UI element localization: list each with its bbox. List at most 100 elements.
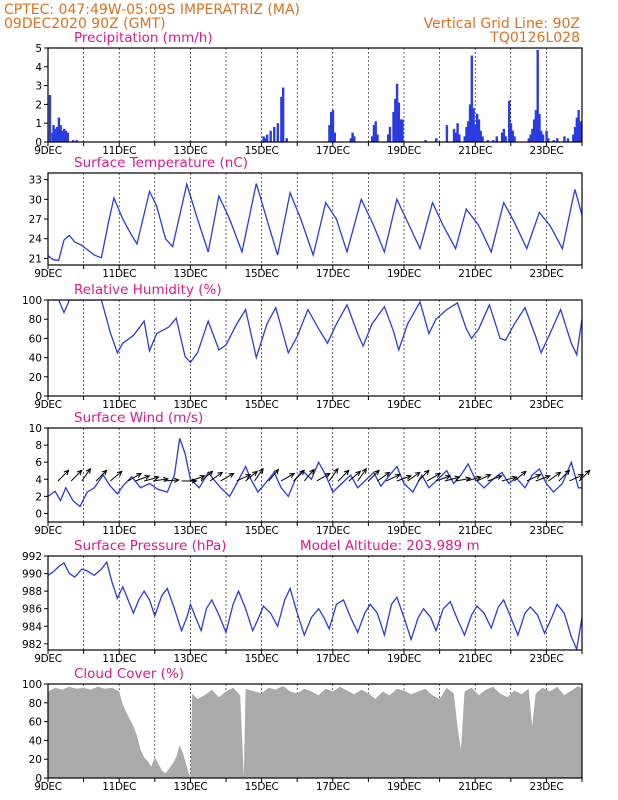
precip-bar [386,134,390,142]
wind-arrow [357,467,367,482]
precip-bar [545,130,548,142]
grid-line-note: Vertical Grid Line: 90Z [424,16,580,32]
y-tick-label: 986 [22,604,42,616]
y-tick-label: 100 [22,679,42,691]
wind-arrow [348,470,362,482]
x-tick-label: 11DEC [102,525,136,537]
precip-bar [328,125,331,142]
precip-bar [353,136,356,142]
precip-bar [372,125,376,142]
y-tick-label: 982 [22,639,42,651]
x-tick-label: 9DEC [34,145,62,157]
x-tick-label: 23DEC [529,653,563,665]
precip-bar [55,126,59,142]
y-tick-label: 21 [29,253,42,265]
x-tick-label: 9DEC [34,268,62,280]
precip-bar [527,138,530,142]
wind-arrow [236,474,252,482]
temperature-frame [47,172,583,266]
wind-arrow [547,471,562,482]
wind-arrow [143,475,160,482]
precip-bar [547,138,550,142]
x-tick-label: 23DEC [529,399,563,411]
wind-arrow [209,471,224,482]
x-tick-label: 19DEC [387,781,421,793]
x-tick-label: 15DEC [245,399,279,411]
pressure-line [48,560,582,650]
precip-bar [577,110,580,142]
wind-arrow [200,470,214,482]
wind-arrow [190,474,206,482]
x-tick-label: 9DEC [34,525,62,537]
x-tick-label: 15DEC [245,525,279,537]
precip-bar [276,123,280,142]
precip-bar [374,121,377,142]
x-tick-label: 9DEC [34,653,62,665]
x-tick-label: 19DEC [387,145,421,157]
x-tick-label: 21DEC [458,145,492,157]
x-tick-label: 21DEC [458,399,492,411]
y-tick-label: 0 [35,773,42,785]
precip-bar [392,111,395,142]
x-tick-label: 11DEC [102,399,136,411]
precip-bar [529,134,532,142]
wind-arrow [316,472,331,482]
precip-bar [481,136,484,142]
x-tick-label: 23DEC [529,145,563,157]
x-tick-label: 21DEC [458,781,492,793]
precip-bar [269,130,272,142]
precip-bar [424,140,427,142]
precip-bar [509,123,513,142]
y-tick-label: 60 [29,333,42,345]
precip-bar [262,136,265,142]
y-tick-label: 33 [29,175,42,187]
wind-arrow [377,471,391,482]
precip-bar [495,136,498,142]
precip-bar [467,121,470,142]
wind-line [48,438,582,508]
y-tick-label: 0 [35,137,42,149]
x-tick-label: 19DEC [387,268,421,280]
precip-bar [474,125,477,142]
precip-bar [349,138,352,142]
wind-arrow [444,475,461,482]
wind-arrow [127,472,143,482]
y-tick-label: 100 [22,295,42,307]
precip-bar [566,138,570,142]
precip-bar [477,119,481,142]
x-tick-label: 15DEC [245,145,279,157]
wind-arrow [466,475,482,482]
y-tick-label: 0 [35,508,42,520]
x-tick-label: 17DEC [316,525,350,537]
wind-arrow [368,469,380,482]
precip-bar [541,134,545,142]
precip-bar [401,119,404,142]
wind-arrow [293,469,306,482]
y-tick-label: 0 [35,391,42,403]
y-tick-label: 988 [22,586,42,598]
wind-arrow [476,474,492,482]
cloud-cover-title: Cloud Cover (%) [74,666,184,682]
cloud-cover-panel: Cloud Cover (%) 0 20 40 60 80 100 9DEC 11DEC 13DE… [22,666,583,793]
precip-bar [333,132,336,142]
wind-arrow [245,470,258,482]
y-tick-label: 4 [35,474,42,486]
precip-bar [492,140,495,142]
precip-bar [575,117,579,142]
wind-arrow [407,471,421,482]
precip-bar [458,134,461,142]
y-tick-label: 4 [35,62,42,74]
x-tick-label: 11DEC [102,653,136,665]
humidity-line [48,300,582,364]
humidity-title: Relative Humidity (%) [74,282,222,298]
precip-bar [435,138,438,142]
precip-bar [508,100,511,142]
y-tick-label: 20 [29,754,42,766]
x-tick-label: 17DEC [316,399,350,411]
wind-arrow [385,474,401,482]
precip-bar [395,83,399,142]
wind-arrow [303,468,315,482]
wind-arrow [514,470,527,482]
precip-bar [532,119,536,142]
precip-bar [394,98,397,142]
